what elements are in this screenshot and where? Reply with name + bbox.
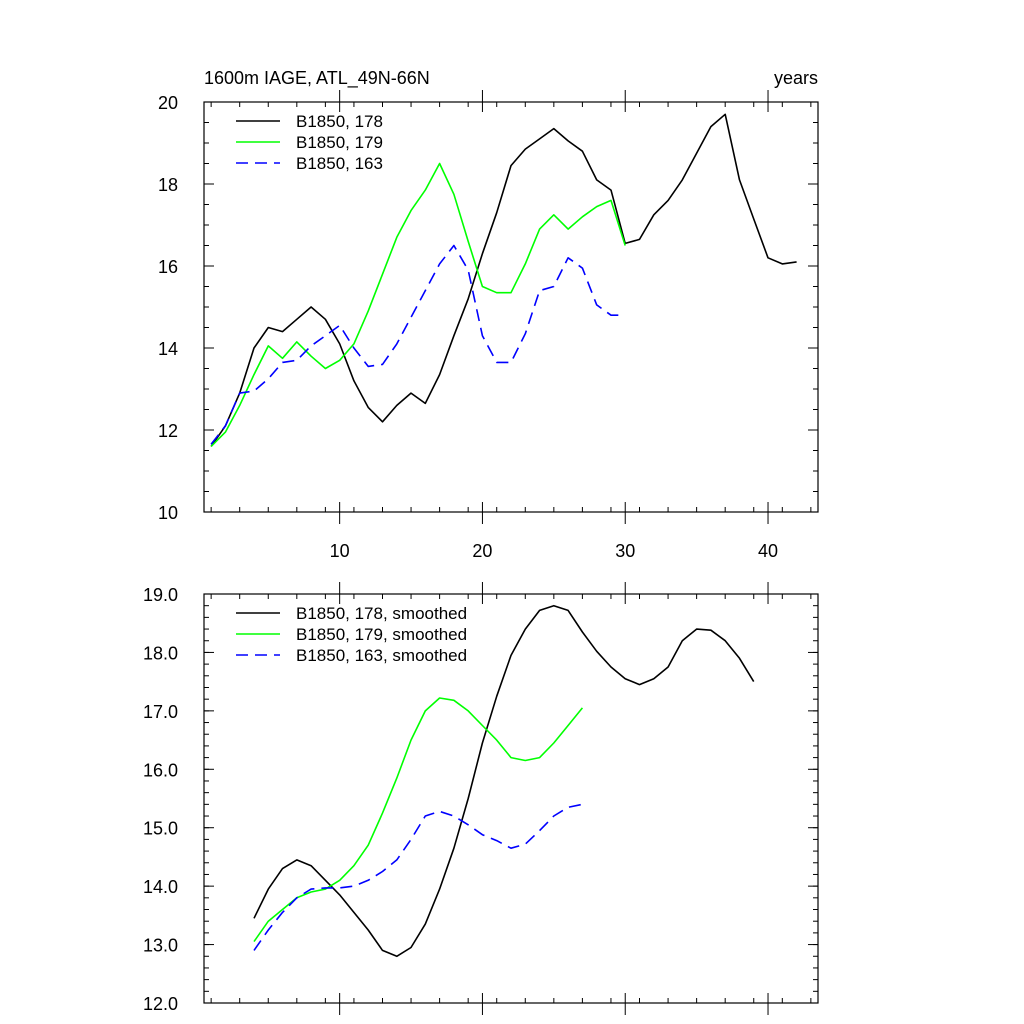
y-tick-label: 14.0 bbox=[143, 877, 178, 897]
x-tick-label: 30 bbox=[615, 541, 635, 561]
series-line bbox=[210, 113, 797, 447]
legend-label: B1850, 178, smoothed bbox=[296, 604, 467, 623]
legend-label: B1850, 178 bbox=[296, 112, 383, 131]
series-line bbox=[210, 162, 626, 447]
bottom-panel: 12.0 13.0 14.0 15.0 16.0 17.0 18.0 19.0 B1850, 1… bbox=[143, 582, 819, 1015]
legend-label: B1850, 179 bbox=[296, 133, 383, 152]
y-tick-label: 13.0 bbox=[143, 936, 178, 956]
x-tick-label: 10 bbox=[330, 541, 350, 561]
series-line bbox=[253, 803, 583, 951]
series-line bbox=[253, 604, 755, 958]
legend-label: B1850, 163 bbox=[296, 154, 383, 173]
legend-label: B1850, 179, smoothed bbox=[296, 625, 467, 644]
x-tick-label: 40 bbox=[758, 541, 778, 561]
plot-frame bbox=[203, 101, 819, 513]
chart-title-left: 1600m IAGE, ATL_49N-66N bbox=[204, 68, 430, 89]
y-tick-label: 10 bbox=[158, 503, 178, 523]
y-tick-label: 16.0 bbox=[143, 760, 178, 780]
y-tick-label: 16 bbox=[158, 257, 178, 277]
y-tick-label: 18.0 bbox=[143, 643, 178, 663]
series-line bbox=[210, 244, 626, 445]
y-tick-label: 17.0 bbox=[143, 702, 178, 722]
y-tick-label: 12 bbox=[158, 421, 178, 441]
legend-label: B1850, 163, smoothed bbox=[296, 646, 467, 665]
top-panel: 10 20 30 40 10 12 14 16 18 20 B1850, 178 B1850, 179… bbox=[158, 68, 819, 561]
plot-frame bbox=[203, 593, 819, 1004]
series-line bbox=[253, 697, 584, 943]
y-tick-label: 18 bbox=[158, 175, 178, 195]
y-tick-label: 19.0 bbox=[143, 585, 178, 605]
y-tick-label: 20 bbox=[158, 93, 178, 113]
x-tick-label: 20 bbox=[472, 541, 492, 561]
chart-title-right: years bbox=[774, 68, 818, 88]
y-tick-label: 15.0 bbox=[143, 819, 178, 839]
y-tick-label: 12.0 bbox=[143, 994, 178, 1014]
y-tick-label: 14 bbox=[158, 339, 178, 359]
